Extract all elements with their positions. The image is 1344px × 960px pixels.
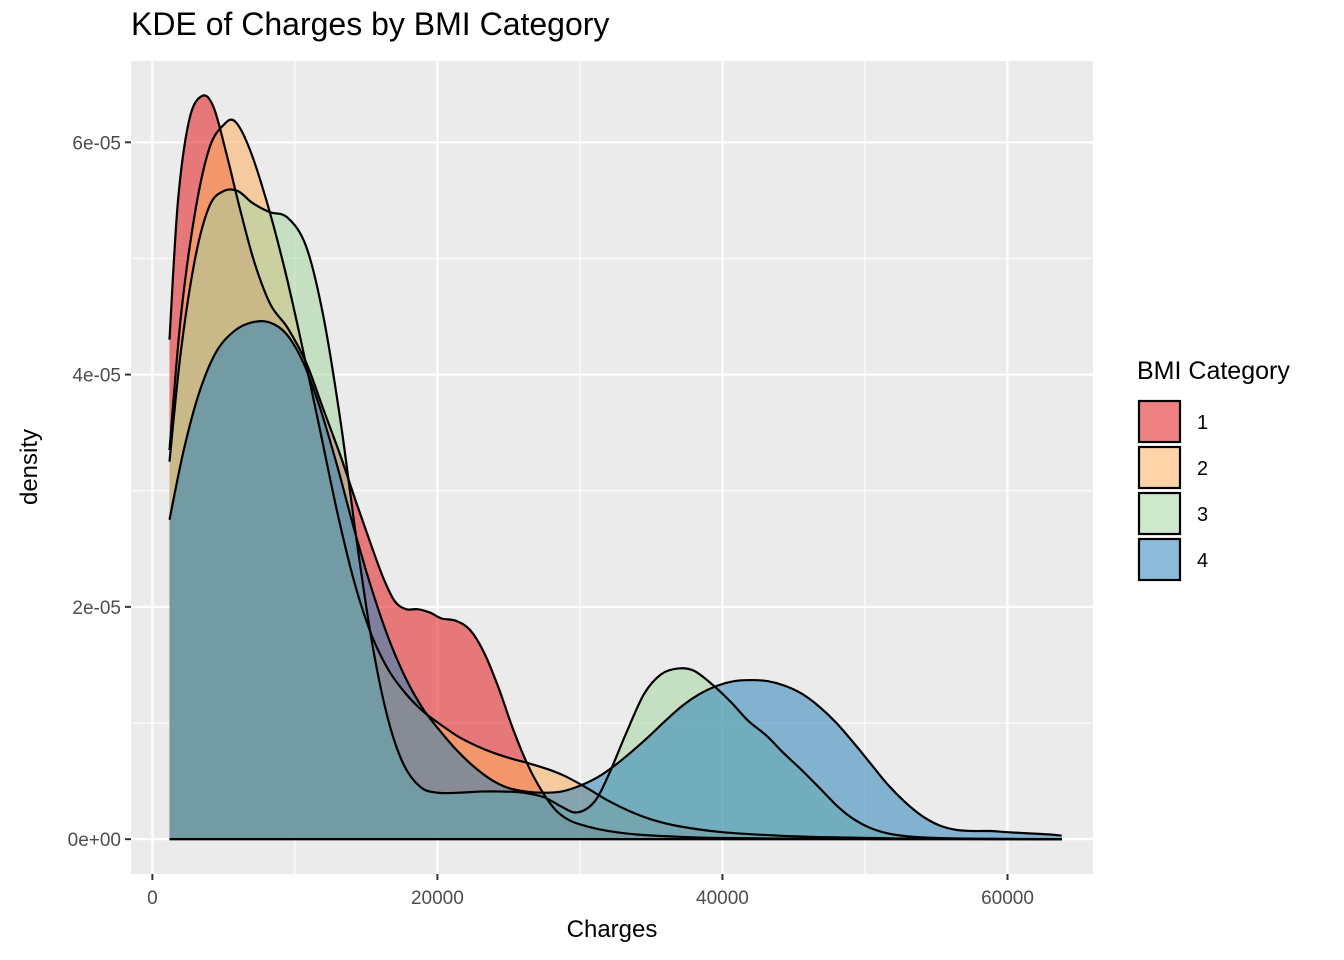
legend-key-1	[1137, 399, 1182, 444]
legend-label-4: 4	[1197, 550, 1208, 572]
y-axis: 0e+00 2e-05 4e-05 6e-05	[68, 133, 131, 851]
y-tick-label: 2e-05	[72, 598, 121, 619]
density-line-1	[168, 94, 1062, 841]
x-axis-title: Charges	[567, 916, 658, 943]
density-line-3	[168, 188, 1062, 841]
chart-title: KDE of Charges by BMI Category	[131, 6, 610, 42]
legend-label-3: 3	[1197, 504, 1208, 526]
legend-key-3	[1137, 491, 1182, 536]
legend: BMI Category 1 2 3 4	[1137, 357, 1290, 582]
x-axis: 0 20000 40000 60000	[147, 874, 1034, 909]
x-tick-label: 20000	[411, 888, 464, 909]
x-tick-label: 40000	[696, 888, 749, 909]
y-tick-label: 0e+00	[68, 830, 121, 851]
legend-label-1: 1	[1197, 412, 1208, 434]
legend-key-2	[1137, 445, 1182, 490]
density-outlines	[168, 94, 1062, 841]
density-line-4	[168, 319, 1062, 837]
x-tick-label: 60000	[981, 888, 1034, 909]
y-tick-label: 6e-05	[72, 133, 121, 154]
y-tick-label: 4e-05	[72, 366, 121, 387]
legend-title: BMI Category	[1137, 357, 1290, 385]
density-area-4	[169, 321, 1062, 840]
y-axis-title: density	[16, 429, 43, 505]
legend-key-4	[1137, 537, 1182, 582]
legend-label-2: 2	[1197, 458, 1208, 480]
density-areas	[169, 95, 1062, 840]
x-tick-label: 0	[147, 888, 158, 909]
density-line-2	[168, 118, 1062, 841]
